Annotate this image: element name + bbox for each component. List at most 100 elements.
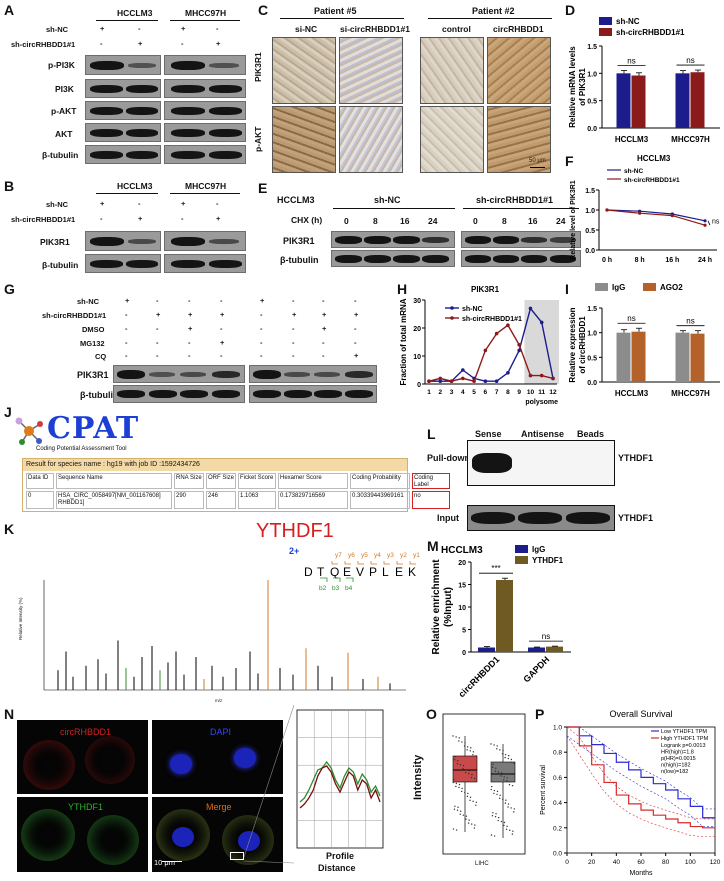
sign: - <box>292 351 295 360</box>
blot-strip <box>164 231 246 251</box>
data-point <box>506 825 508 828</box>
data-point <box>503 821 506 824</box>
blot-strip <box>113 385 245 403</box>
profile-frame <box>296 709 384 849</box>
x-tick-label: 16 h <box>665 257 679 264</box>
blot-label: p-AKT <box>51 106 77 116</box>
legend-label: sh-circRHBDD1#1 <box>462 316 522 323</box>
blot-strip <box>461 231 581 248</box>
header-rule <box>428 18 552 19</box>
data-point <box>494 379 499 383</box>
x-tick-label: 24 h <box>698 257 712 264</box>
data-point <box>459 810 462 812</box>
y-tick-label: 0.5 <box>587 99 597 106</box>
data-point <box>491 785 493 788</box>
data-point <box>483 379 488 383</box>
data-point <box>475 804 477 806</box>
blot-strip <box>164 55 246 75</box>
sign: + <box>322 324 327 333</box>
sign: + <box>156 310 161 319</box>
data-point <box>473 827 476 829</box>
data-point <box>498 797 501 799</box>
time-label: 24 <box>556 216 566 226</box>
b-ion-marker <box>333 577 341 582</box>
data-point <box>460 790 463 793</box>
data-point <box>449 379 454 383</box>
sign: - <box>125 310 128 319</box>
box <box>490 761 516 783</box>
row-label: PIK3R1 <box>253 52 263 82</box>
x-tick-label: 10 <box>527 389 535 396</box>
residue: E <box>343 565 351 579</box>
fluor-image-dapi <box>152 720 283 794</box>
data-point <box>507 803 510 805</box>
panel-label-i: I <box>565 281 569 297</box>
residue: D <box>304 565 313 579</box>
panel-label-k: K <box>4 521 15 537</box>
channel-label: circRHBDD1 <box>60 727 112 737</box>
sign: + <box>100 24 105 33</box>
charge-label: 2+ <box>289 546 300 556</box>
bar <box>616 332 631 382</box>
legend-swatch <box>515 545 528 553</box>
data-point <box>454 756 456 758</box>
x-tick-label: 60 <box>637 859 645 866</box>
data-point <box>703 219 707 223</box>
row-label: p-AKT <box>253 126 263 153</box>
chart-p-survival: Overall Survival 0 20 40 60 80 100 120 0.0 0.2 0.4… <box>540 709 721 877</box>
data-point <box>505 799 507 801</box>
legend-label: AGO2 <box>660 283 683 292</box>
channel-label: DAPI <box>210 727 232 737</box>
data-point <box>465 815 468 817</box>
sign: - <box>216 24 219 33</box>
panel-label-a: A <box>4 2 15 18</box>
data-point <box>464 742 466 744</box>
data-point <box>502 798 504 800</box>
data-point <box>483 348 488 353</box>
column-header: Data ID <box>26 473 54 489</box>
sign: + <box>181 24 186 33</box>
y-ion-label: y4 <box>374 552 381 559</box>
ihc-image <box>487 37 551 104</box>
ihc-image <box>420 106 484 173</box>
y-tick-label: 20 <box>413 326 421 333</box>
data-point <box>461 368 465 372</box>
channel-label: Merge <box>206 802 232 812</box>
sign: + <box>354 351 359 360</box>
row-label: sh-circRHBDD1#1 <box>11 40 76 49</box>
data-point <box>452 828 455 830</box>
y-tick-label: 1.0 <box>587 71 597 78</box>
row-label: Pull-down <box>427 453 470 463</box>
legend-swatch <box>515 556 528 564</box>
b-ion-label: b4 <box>345 585 353 592</box>
y-tick-label: 0 <box>462 650 466 657</box>
patient-label: Patient #5 <box>314 6 357 16</box>
stat-label: p(HR)=0.0015 <box>661 756 696 762</box>
y-tick-label: 30 <box>413 298 421 305</box>
cpat-result-table: Result for species name : hg19 with job … <box>22 458 450 512</box>
cell-value: 0.173829716569 <box>278 491 348 509</box>
b-ion-marker <box>346 577 354 582</box>
y-tick-label: 0 <box>417 382 421 389</box>
sig-bracket <box>707 220 711 226</box>
data-point <box>638 211 642 215</box>
sign: + <box>322 310 327 319</box>
sig-label: ns <box>627 314 635 323</box>
category-label: HCCLM3 <box>615 389 649 398</box>
y-axis-label: Relative level of PIK3R1 <box>570 180 577 259</box>
data-point <box>493 789 496 792</box>
panel-label-j: J <box>4 404 12 420</box>
data-point <box>507 806 509 808</box>
blot-strip <box>85 254 161 273</box>
sig-label: *** <box>491 564 500 573</box>
residue: T <box>317 565 325 579</box>
sign: - <box>354 324 357 333</box>
zoom-lines <box>243 705 295 864</box>
sign: - <box>138 24 141 33</box>
sign: + <box>181 199 186 208</box>
column-label: si-NC <box>295 24 318 34</box>
molecule-logo-icon <box>15 417 43 445</box>
data-point <box>466 746 469 748</box>
data-point <box>494 331 499 336</box>
ihc-image <box>487 106 551 173</box>
